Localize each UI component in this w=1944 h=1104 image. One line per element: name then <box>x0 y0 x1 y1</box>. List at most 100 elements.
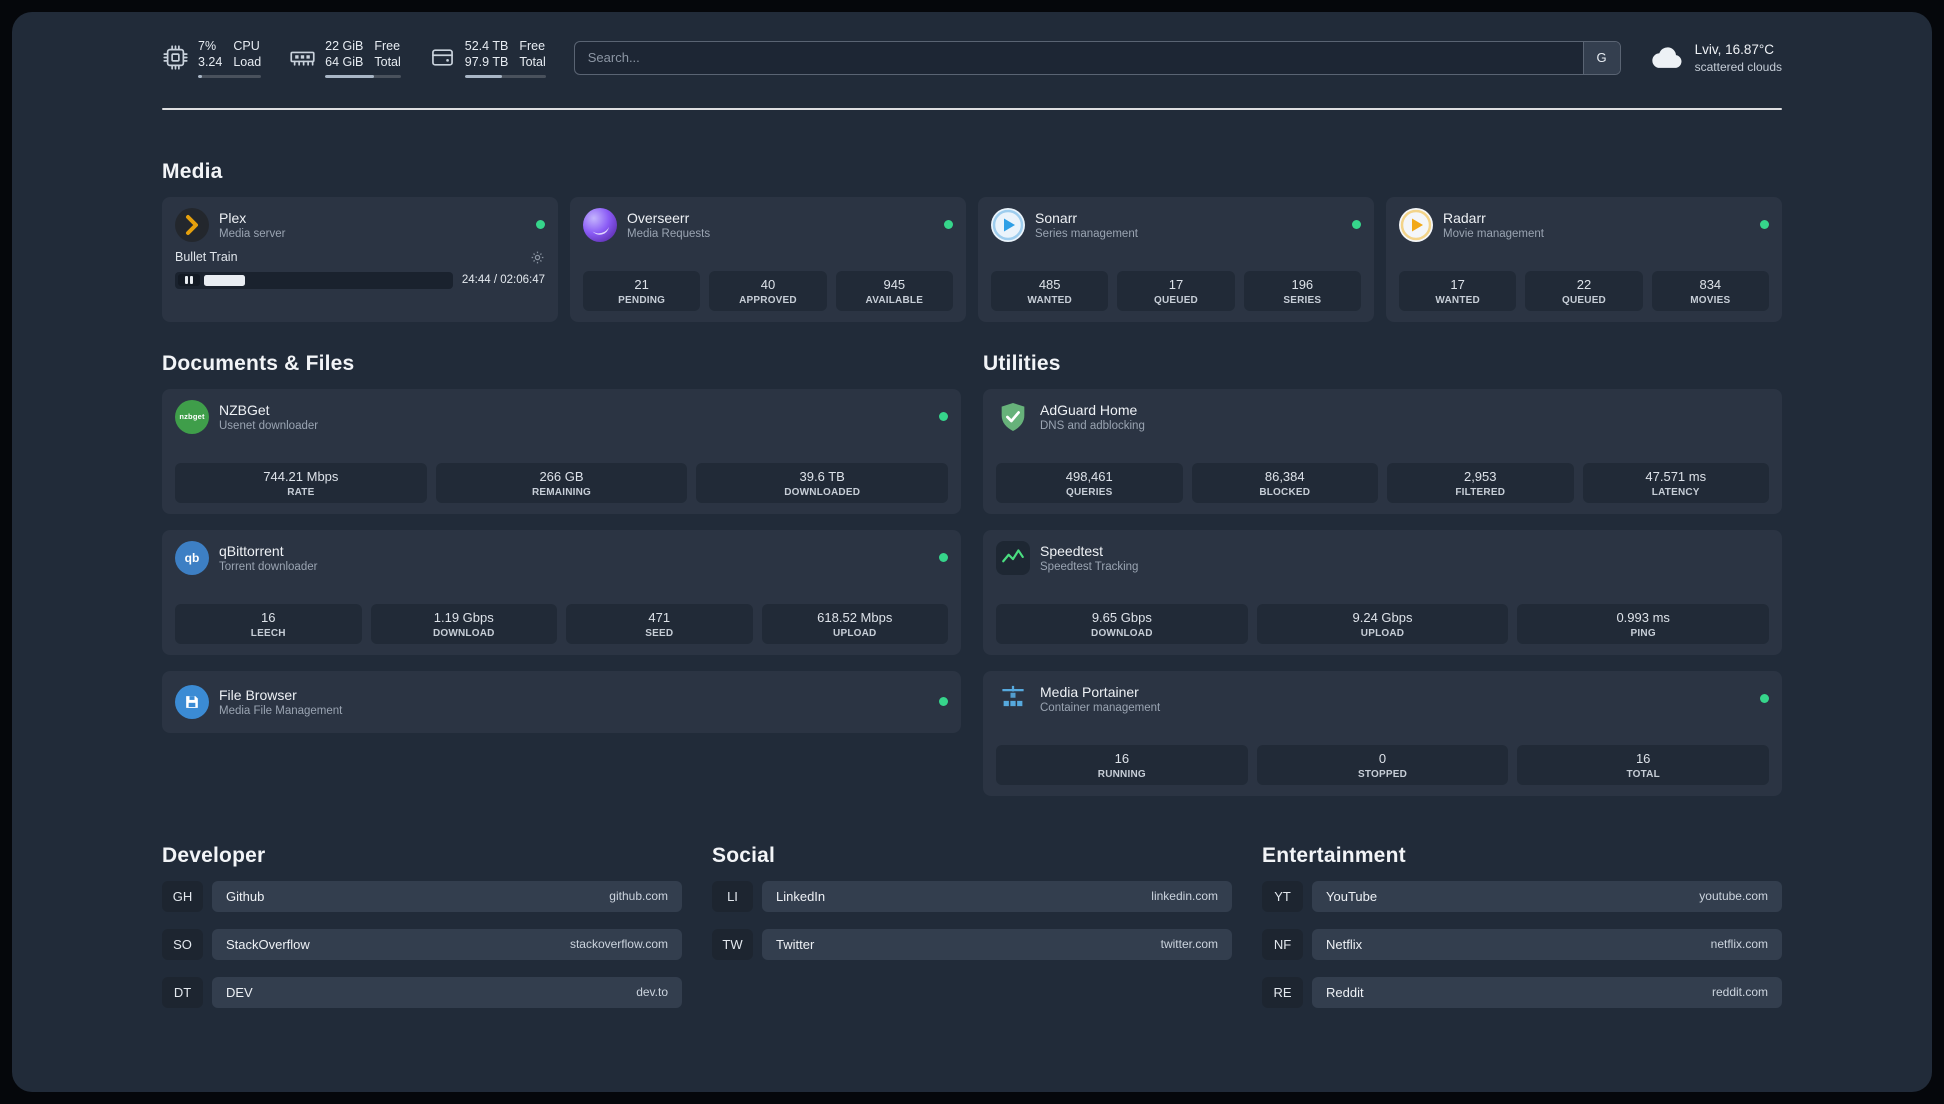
service-desc: Media Requests <box>627 227 711 240</box>
section-title-social: Social <box>712 843 776 867</box>
stat-tile: 0.993 ms PING <box>1517 603 1770 644</box>
service-desc: Container management <box>1040 701 1161 714</box>
stat-tile: 9.65 Gbps DOWNLOAD <box>996 603 1248 644</box>
bookmark-url: reddit.com <box>1711 985 1768 999</box>
bookmark-twitter[interactable]: TW Twitter twitter.com <box>712 928 1232 960</box>
speedtest-icon <box>996 540 1030 575</box>
stat-tile: 86,384 BLOCKED <box>1191 462 1378 503</box>
bookmark-url: twitter.com <box>1160 937 1218 951</box>
service-name: Speedtest <box>1040 542 1104 559</box>
stat-tile: 471 SEED <box>566 603 753 644</box>
pause-button[interactable] <box>178 274 200 286</box>
disk-meter <box>464 74 546 78</box>
search-provider-button[interactable]: G <box>1582 41 1620 74</box>
status-dot <box>939 553 948 562</box>
service-card-overseerr[interactable]: Overseerr Media Requests 21 PENDING 40 A… <box>570 196 966 322</box>
service-name: Overseerr <box>627 209 690 226</box>
bookmark-name: YouTube <box>1326 888 1378 904</box>
bookmark-abbr: TW <box>712 928 753 960</box>
section-title-media: Media <box>162 159 223 183</box>
bookmark-name: Github <box>226 888 265 904</box>
service-card-plex[interactable]: Plex Media server Bullet Train <box>162 196 558 322</box>
service-card-speedtest[interactable]: Speedtest Speedtest Tracking 9.65 Gbps D… <box>983 529 1782 655</box>
gear-icon[interactable] <box>530 250 545 265</box>
service-desc: Series management <box>1035 227 1138 240</box>
bookmark-abbr: RE <box>1262 976 1303 1008</box>
service-name: Sonarr <box>1035 209 1078 226</box>
qbittorrent-icon: qb <box>175 540 209 575</box>
stat-tile: 485 WANTED <box>991 270 1109 311</box>
status-dot <box>536 220 545 229</box>
stat-tile: 834 MOVIES <box>1651 270 1769 311</box>
stat-tile: 16 RUNNING <box>996 744 1248 785</box>
memory-meter <box>325 74 401 78</box>
service-desc: Torrent downloader <box>219 560 318 573</box>
stat-tile: 9.24 Gbps UPLOAD <box>1256 603 1509 644</box>
bookmark-reddit[interactable]: RE Reddit reddit.com <box>1262 976 1782 1008</box>
service-name: AdGuard Home <box>1040 401 1138 418</box>
stat-tile: 39.6 TB DOWNLOADED <box>696 462 949 503</box>
memory-total-label: Total <box>374 55 401 70</box>
status-dot <box>1352 220 1361 229</box>
service-card-sonarr[interactable]: Sonarr Series management 485 WANTED 17 Q… <box>978 196 1374 322</box>
service-card-adguard[interactable]: AdGuard Home DNS and adblocking 498,461 … <box>983 388 1782 514</box>
stat-tile: 196 SERIES <box>1243 270 1361 311</box>
top-bar: 7% 3.24 CPU Load <box>162 38 1782 78</box>
status-dot <box>944 220 953 229</box>
bookmark-netflix[interactable]: NF Netflix netflix.com <box>1262 928 1782 960</box>
cpu-usage-value: 7% <box>198 39 217 53</box>
stat-tile: 47.571 ms LATENCY <box>1582 462 1769 503</box>
dashboard-frame: 7% 3.24 CPU Load <box>12 12 1932 1092</box>
section-title-developer: Developer <box>162 843 266 867</box>
service-card-nzbget[interactable]: nzbget NZBGet Usenet downloader 744.21 M… <box>162 388 961 514</box>
progress-fill <box>204 274 245 286</box>
bookmark-stackoverflow[interactable]: SO StackOverflow stackoverflow.com <box>162 928 682 960</box>
stat-tile: 266 GB REMAINING <box>435 462 688 503</box>
section-title-utilities: Utilities <box>983 351 1061 375</box>
stat-tile: 40 APPROVED <box>709 270 827 311</box>
stat-tile: 0 STOPPED <box>1256 744 1509 785</box>
cpu-widget: 7% 3.24 CPU Load <box>162 38 262 78</box>
bookmark-github[interactable]: GH Github github.com <box>162 880 682 912</box>
bookmark-youtube[interactable]: YT YouTube youtube.com <box>1262 880 1782 912</box>
stat-tile: 1.19 Gbps DOWNLOAD <box>370 603 557 644</box>
section-title-documents: Documents & Files <box>162 351 355 375</box>
service-name: NZBGet <box>219 401 270 418</box>
service-card-qbittorrent[interactable]: qb qBittorrent Torrent downloader 16 LEE… <box>162 529 961 655</box>
status-dot <box>939 412 948 421</box>
bookmark-linkedin[interactable]: LI LinkedIn linkedin.com <box>712 880 1232 912</box>
cpu-meter <box>198 74 262 78</box>
service-card-portainer[interactable]: Media Portainer Container management 16 … <box>983 670 1782 796</box>
service-card-filebrowser[interactable]: File Browser Media File Management <box>162 670 961 733</box>
service-desc: Speedtest Tracking <box>1040 560 1139 573</box>
search-input[interactable] <box>573 40 1621 75</box>
cloud-icon <box>1651 47 1682 68</box>
weather-condition: scattered clouds <box>1694 59 1782 74</box>
overseerr-icon <box>583 207 617 242</box>
bookmark-dev[interactable]: DT DEV dev.to <box>162 976 682 1008</box>
bookmark-name: LinkedIn <box>776 888 826 904</box>
radarr-icon <box>1399 207 1433 242</box>
service-card-radarr[interactable]: Radarr Movie management 17 WANTED 22 QUE… <box>1386 196 1782 322</box>
cpu-usage-label: CPU <box>233 39 260 53</box>
bookmark-abbr: SO <box>162 928 203 960</box>
section-media: Media Plex Media server <box>162 160 1782 322</box>
disk-total-value: 97.9 TB <box>464 55 509 70</box>
status-dot <box>939 697 948 706</box>
stat-tile: 22 QUEUED <box>1525 270 1643 311</box>
bookmark-name: StackOverflow <box>226 936 310 952</box>
memory-total-value: 64 GiB <box>325 55 364 70</box>
bookmark-name: Twitter <box>776 936 815 952</box>
header-divider <box>162 107 1782 110</box>
service-name: File Browser <box>219 686 297 703</box>
weather-widget[interactable]: Lviv, 16.87°C scattered clouds <box>1649 40 1782 76</box>
service-desc: Usenet downloader <box>219 419 319 432</box>
bookmark-url: linkedin.com <box>1151 889 1218 903</box>
bookmark-abbr: GH <box>162 880 203 912</box>
plex-icon <box>175 207 209 242</box>
disk-free-label: Free <box>519 39 546 53</box>
service-desc: DNS and adblocking <box>1040 419 1145 432</box>
progress-bar[interactable] <box>175 271 453 289</box>
stat-tile: 16 LEECH <box>175 603 362 644</box>
bookmark-name: DEV <box>226 984 253 1000</box>
